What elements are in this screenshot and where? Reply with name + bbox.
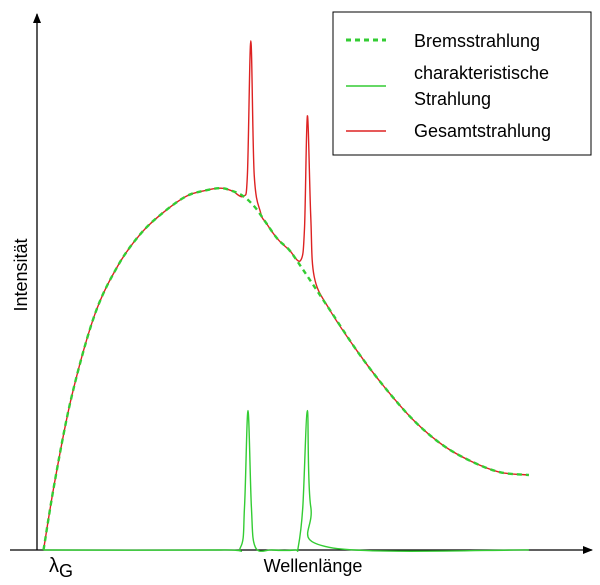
- legend-items: Bremsstrahlung charakteristische Strahlung…: [346, 31, 551, 141]
- x-tick-label-sub: G: [59, 561, 73, 581]
- legend-label-charakteristische-strahlung: charakteristische Strahlung: [414, 63, 549, 109]
- x-tick-label-main: λ: [49, 555, 59, 577]
- y-axis-label: Intensität: [11, 238, 31, 311]
- series-line-bremsstrahlung: [42, 187, 530, 551]
- legend-label-gesamtstrahlung: Gesamtstrahlung: [414, 121, 551, 141]
- legend: Bremsstrahlung charakteristische Strahlung…: [332, 11, 592, 156]
- series-layer: [42, 40, 530, 552]
- x-tick-label-lambda-g: λG: [49, 555, 73, 581]
- x-axis-label: Wellenlänge: [264, 556, 363, 576]
- legend-label-bremsstrahlung: Bremsstrahlung: [414, 31, 540, 51]
- series-line-charakteristische-strahlung: [43, 409, 529, 552]
